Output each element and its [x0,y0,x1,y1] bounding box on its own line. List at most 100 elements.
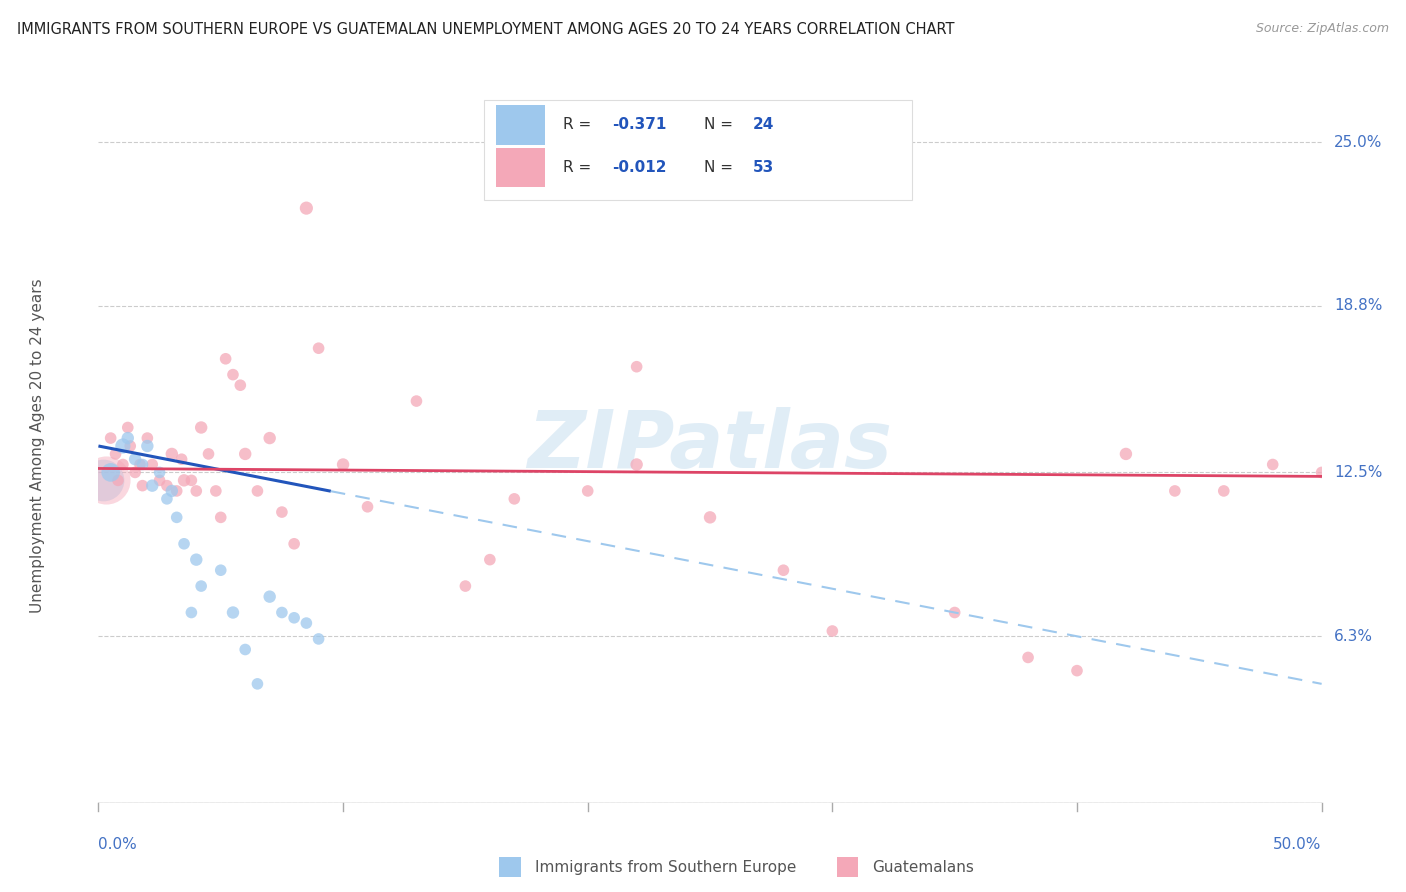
Point [1017,650,1039,665]
FancyBboxPatch shape [496,148,546,187]
Point [160,483,183,498]
Point [111,458,134,472]
Text: -0.012: -0.012 [612,161,666,175]
Point [270,505,294,519]
Point [503,491,526,506]
Text: -0.371: -0.371 [612,118,666,132]
Point [173,537,195,551]
Point [259,590,281,604]
Point [332,458,354,472]
Point [107,474,129,488]
Text: 6.3%: 6.3% [1334,629,1372,644]
Point [209,510,232,524]
Point [166,483,188,498]
Text: 24: 24 [752,118,775,132]
Point [233,642,256,657]
Point [1310,466,1333,480]
Point [821,624,844,638]
Point [91,474,114,488]
Point [186,552,208,566]
FancyBboxPatch shape [496,105,546,145]
Point [104,447,127,461]
Point [1164,483,1187,498]
Point [222,606,245,620]
Point [209,563,232,577]
Text: 18.8%: 18.8% [1334,299,1382,313]
Text: 50.0%: 50.0% [1274,838,1322,852]
Point [111,439,134,453]
Point [124,466,146,480]
Point [356,500,378,514]
Text: R =: R = [564,118,596,132]
Point [295,201,318,215]
Text: 0.0%: 0.0% [98,838,138,852]
Point [246,483,269,498]
Point [149,466,172,480]
Point [141,478,163,492]
Point [405,394,427,409]
Text: Unemployment Among Ages 20 to 24 years: Unemployment Among Ages 20 to 24 years [30,278,45,614]
Point [205,483,228,498]
Point [100,466,122,480]
Point [180,474,202,488]
Point [576,483,599,498]
Point [1261,458,1284,472]
Point [626,458,648,472]
Point [124,452,146,467]
Point [131,458,153,472]
Point [214,351,236,366]
Point [173,474,195,488]
Point [190,420,212,434]
Point [180,606,202,620]
Text: Source: ZipAtlas.com: Source: ZipAtlas.com [1256,22,1389,36]
Point [233,447,256,461]
Point [170,452,193,467]
Point [197,447,219,461]
Text: 12.5%: 12.5% [1334,465,1382,480]
Point [246,677,269,691]
Point [117,431,139,445]
Point [626,359,648,374]
Point [186,483,208,498]
Point [129,458,152,472]
Point [131,478,153,492]
Point [94,474,117,488]
Point [283,537,305,551]
Point [454,579,477,593]
Point [120,439,142,453]
Text: R =: R = [564,161,596,175]
Point [136,431,159,445]
Text: N =: N = [704,118,738,132]
Point [259,431,281,445]
FancyBboxPatch shape [484,100,912,200]
Point [229,378,252,392]
Text: 53: 53 [752,161,775,175]
Point [117,420,139,434]
Point [270,606,294,620]
Point [308,341,330,355]
Point [1115,447,1137,461]
Point [1212,483,1234,498]
Text: IMMIGRANTS FROM SOUTHERN EUROPE VS GUATEMALAN UNEMPLOYMENT AMONG AGES 20 TO 24 Y: IMMIGRANTS FROM SOUTHERN EUROPE VS GUATE… [17,22,955,37]
Point [100,431,122,445]
Point [190,579,212,593]
Text: 25.0%: 25.0% [1334,135,1382,150]
Point [699,510,721,524]
Point [166,510,188,524]
Text: Guatemalans: Guatemalans [872,860,974,874]
Point [222,368,245,382]
Text: N =: N = [704,161,738,175]
Point [478,552,501,566]
Text: ZIPatlas: ZIPatlas [527,407,893,485]
Point [149,474,172,488]
Point [160,447,183,461]
Point [772,563,794,577]
Point [156,491,179,506]
Point [156,478,179,492]
Point [943,606,966,620]
Point [1066,664,1088,678]
Point [283,611,305,625]
Point [141,458,163,472]
Point [295,616,318,631]
Point [136,439,159,453]
